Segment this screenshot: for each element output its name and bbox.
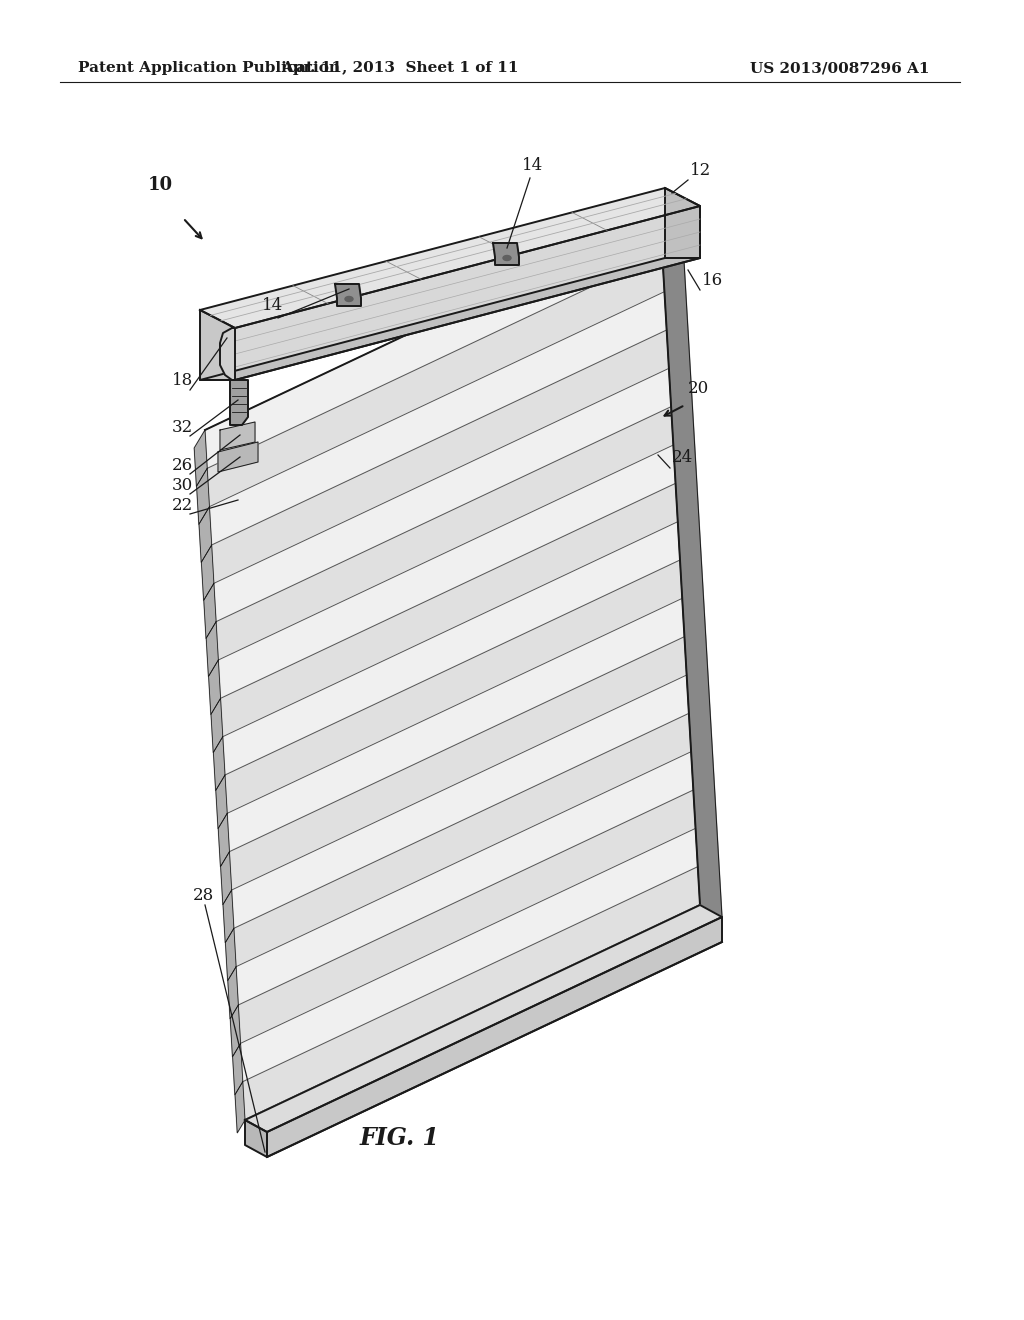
Polygon shape <box>218 813 229 867</box>
Polygon shape <box>225 560 682 813</box>
Polygon shape <box>239 789 695 1043</box>
Polygon shape <box>204 583 216 639</box>
Polygon shape <box>665 187 700 257</box>
Polygon shape <box>660 215 722 917</box>
Polygon shape <box>216 775 227 829</box>
Polygon shape <box>237 751 693 1005</box>
Polygon shape <box>205 215 700 1119</box>
Text: Patent Application Publication: Patent Application Publication <box>78 61 340 75</box>
Polygon shape <box>230 1005 241 1057</box>
Text: 24: 24 <box>672 449 693 466</box>
Polygon shape <box>225 928 237 981</box>
Text: FIG. 1: FIG. 1 <box>360 1126 440 1150</box>
Ellipse shape <box>503 256 511 260</box>
Text: 32: 32 <box>172 418 194 436</box>
Polygon shape <box>243 867 700 1119</box>
Text: 16: 16 <box>702 272 723 289</box>
Polygon shape <box>223 890 233 942</box>
Polygon shape <box>220 851 231 904</box>
Polygon shape <box>200 310 234 380</box>
Polygon shape <box>206 622 218 676</box>
Polygon shape <box>214 368 671 622</box>
Polygon shape <box>210 292 667 545</box>
Polygon shape <box>202 545 214 601</box>
Polygon shape <box>218 445 676 698</box>
Polygon shape <box>207 253 665 507</box>
Polygon shape <box>241 829 697 1081</box>
Polygon shape <box>212 330 669 583</box>
Polygon shape <box>197 469 210 524</box>
Polygon shape <box>220 422 255 450</box>
Polygon shape <box>267 917 722 1158</box>
Polygon shape <box>199 507 212 562</box>
Polygon shape <box>227 598 684 851</box>
Polygon shape <box>233 713 691 966</box>
Polygon shape <box>245 906 722 1133</box>
Text: 12: 12 <box>690 162 712 180</box>
Text: 30: 30 <box>172 477 194 494</box>
Polygon shape <box>211 698 223 752</box>
Text: 14: 14 <box>262 297 284 314</box>
Polygon shape <box>232 1043 243 1094</box>
Text: 18: 18 <box>172 372 194 389</box>
Polygon shape <box>493 243 519 265</box>
Polygon shape <box>220 327 234 380</box>
Polygon shape <box>229 636 687 890</box>
Polygon shape <box>195 430 207 486</box>
Polygon shape <box>200 187 700 327</box>
Text: US 2013/0087296 A1: US 2013/0087296 A1 <box>750 61 930 75</box>
Polygon shape <box>230 380 248 425</box>
Text: 14: 14 <box>522 157 544 174</box>
Polygon shape <box>335 284 361 306</box>
Polygon shape <box>236 1081 245 1133</box>
Polygon shape <box>223 521 680 775</box>
Polygon shape <box>218 442 258 473</box>
Text: 20: 20 <box>688 380 710 397</box>
Text: 22: 22 <box>172 498 194 513</box>
Polygon shape <box>200 257 700 380</box>
Polygon shape <box>220 483 678 737</box>
Polygon shape <box>213 737 225 791</box>
Polygon shape <box>216 407 674 660</box>
Polygon shape <box>227 966 239 1019</box>
Text: 28: 28 <box>193 887 214 904</box>
Polygon shape <box>205 215 663 469</box>
Polygon shape <box>234 206 700 380</box>
Ellipse shape <box>345 297 353 301</box>
Text: Apr. 11, 2013  Sheet 1 of 11: Apr. 11, 2013 Sheet 1 of 11 <box>282 61 519 75</box>
Polygon shape <box>231 675 689 928</box>
Text: 10: 10 <box>148 176 173 194</box>
Polygon shape <box>209 660 220 714</box>
Polygon shape <box>245 1119 267 1158</box>
Text: 26: 26 <box>172 457 194 474</box>
